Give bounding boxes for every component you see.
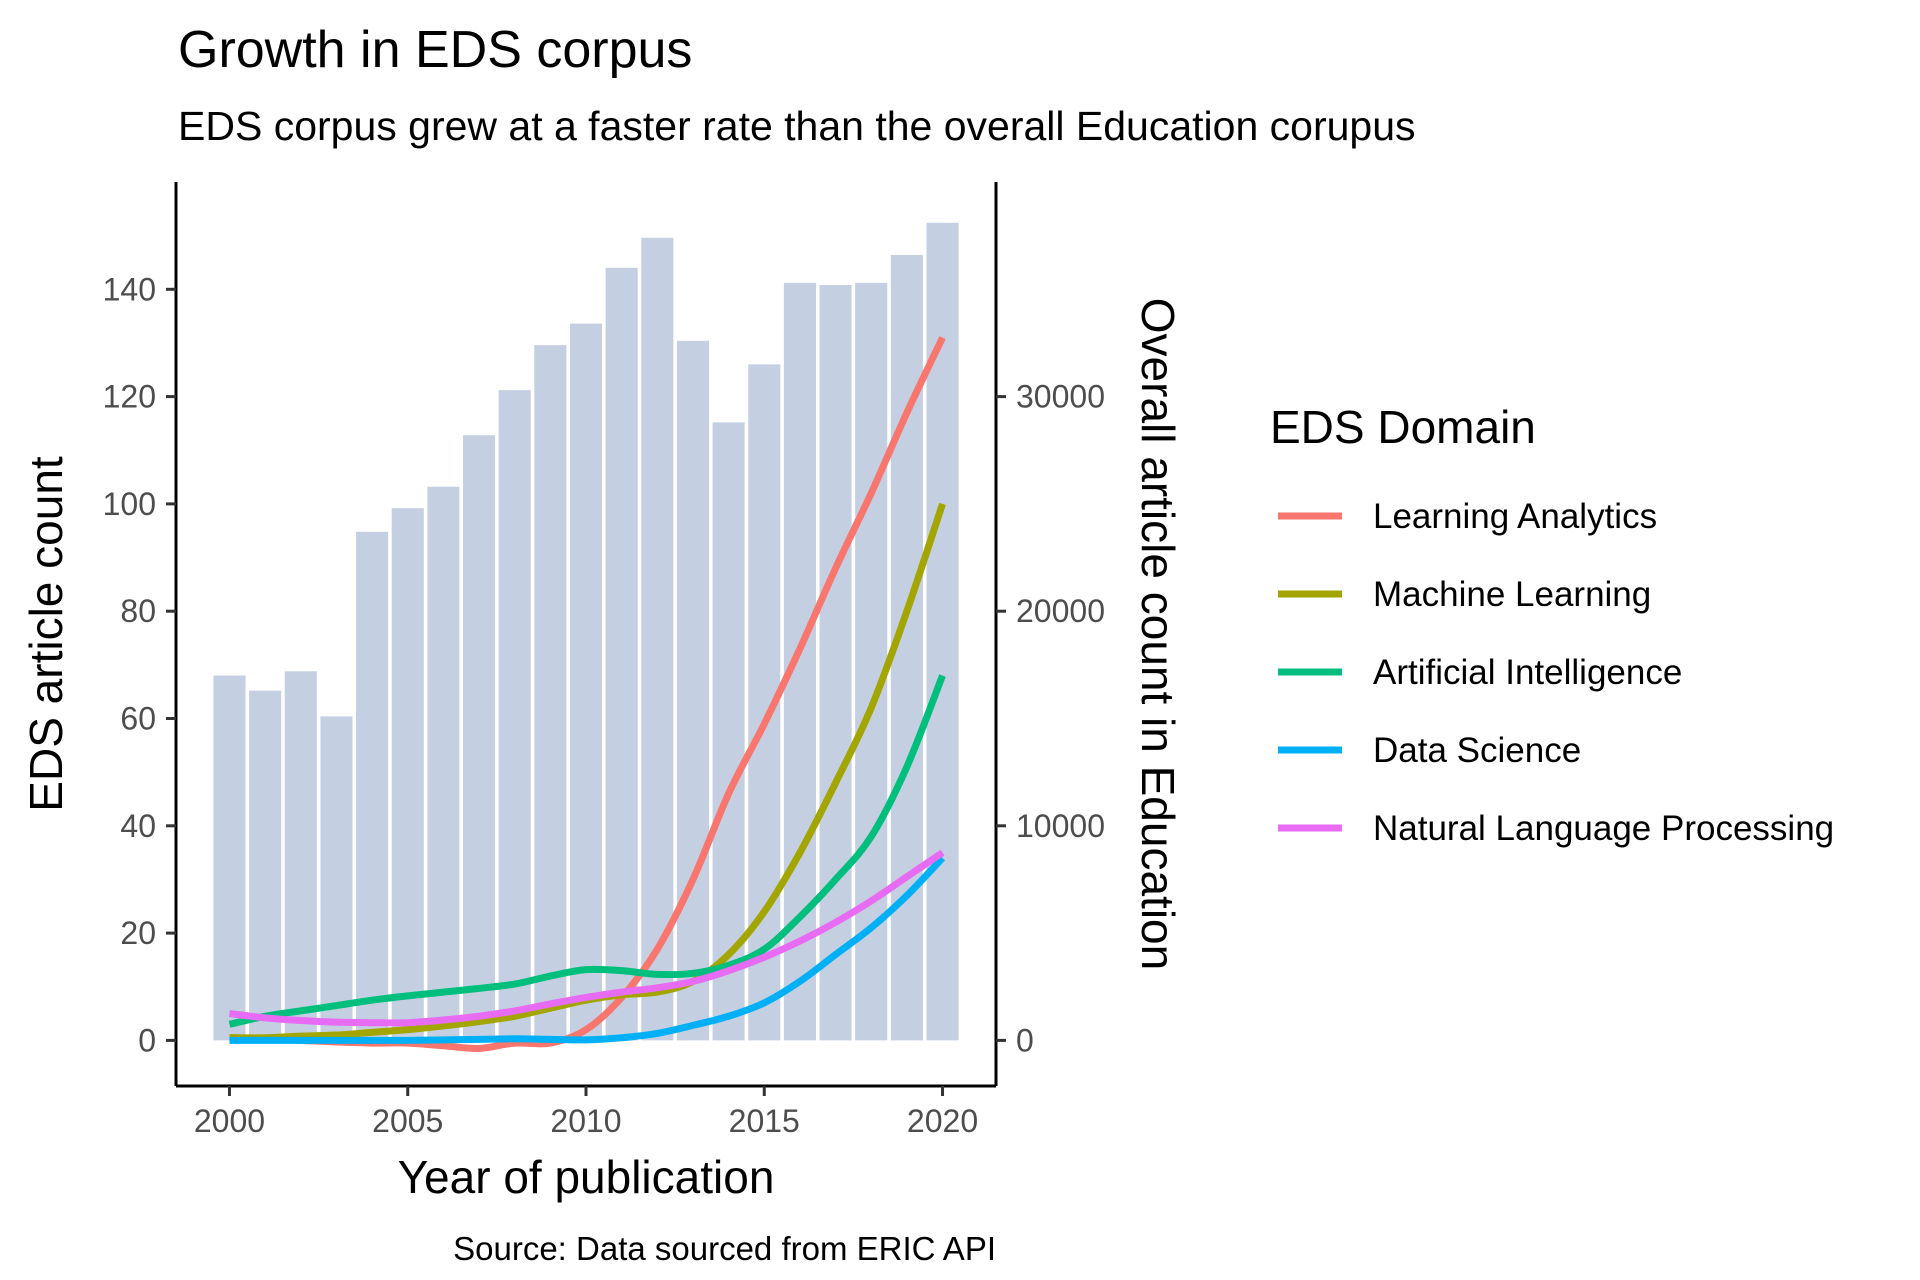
y-tick-label: 0 [138,1022,156,1058]
y-tick-label: 40 [120,808,156,844]
y2-tick-label: 10000 [1016,808,1105,844]
chart-caption: Source: Data sourced from ERIC API [453,1230,996,1267]
bar-2011 [605,267,638,1041]
y-tick-label: 120 [103,379,156,415]
bar-2007 [463,435,496,1041]
legend-label-learning-analytics: Learning Analytics [1373,497,1657,536]
y2-tick-label: 20000 [1016,593,1105,629]
y-tick-label: 60 [120,700,156,736]
y-axis-title: EDS article count [20,456,72,812]
bar-2012 [641,237,674,1041]
series-line-artificial-intelligence [228,674,946,1028]
y-tick-label: 140 [103,271,156,307]
y2-axis-title: Overall article count in Education [1132,298,1184,970]
chart-subtitle: EDS corpus grew at a faster rate than th… [178,103,1416,149]
bar-2000 [213,675,246,1041]
chart-title: Growth in EDS corpus [178,21,692,79]
series-line-natural-language-processing [229,849,945,1027]
bar-2010 [569,323,603,1041]
y-tick-label: 20 [120,915,156,951]
y2-tick-label: 0 [1016,1022,1034,1058]
legend-label-artificial-intelligence: Artificial Intelligence [1373,653,1682,692]
x-tick-label: 2005 [372,1103,443,1139]
x-tick-label: 2010 [550,1103,621,1139]
series-line-data-science [229,855,946,1044]
legend-title: EDS Domain [1270,401,1536,453]
bar-2002 [284,671,317,1041]
bar-2004 [356,531,389,1041]
lines-layer [228,336,946,1052]
legend-label-machine-learning: Machine Learning [1373,575,1651,614]
y-tick-label: 100 [103,486,156,522]
bar-2003 [320,716,353,1041]
bar-2008 [498,390,531,1041]
x-tick-label: 2015 [729,1103,800,1139]
bar-2013 [676,340,709,1041]
y2-tick-label: 30000 [1016,379,1105,415]
legend-label-natural-language-processing: Natural Language Processing [1373,809,1834,848]
bar-2001 [249,690,282,1041]
bar-2014 [712,422,745,1041]
bar-2009 [534,345,567,1041]
y-ticks: 0 20 40 60 80 100 120 140 [103,271,176,1058]
x-ticks: 2000 2005 2010 2015 2020 [194,1086,978,1139]
y-tick-label: 80 [120,593,156,629]
bar-2006 [427,486,460,1041]
y2-ticks: 0 10000 20000 30000 [996,379,1105,1058]
legend: Learning Analytics Machine Learning Artifi… [1278,497,1834,848]
x-axis-title: Year of publication [398,1151,775,1203]
legend-label-data-science: Data Science [1373,731,1581,770]
x-tick-label: 2000 [194,1103,265,1139]
bar-2005 [391,508,424,1041]
x-tick-label: 2020 [907,1103,978,1139]
